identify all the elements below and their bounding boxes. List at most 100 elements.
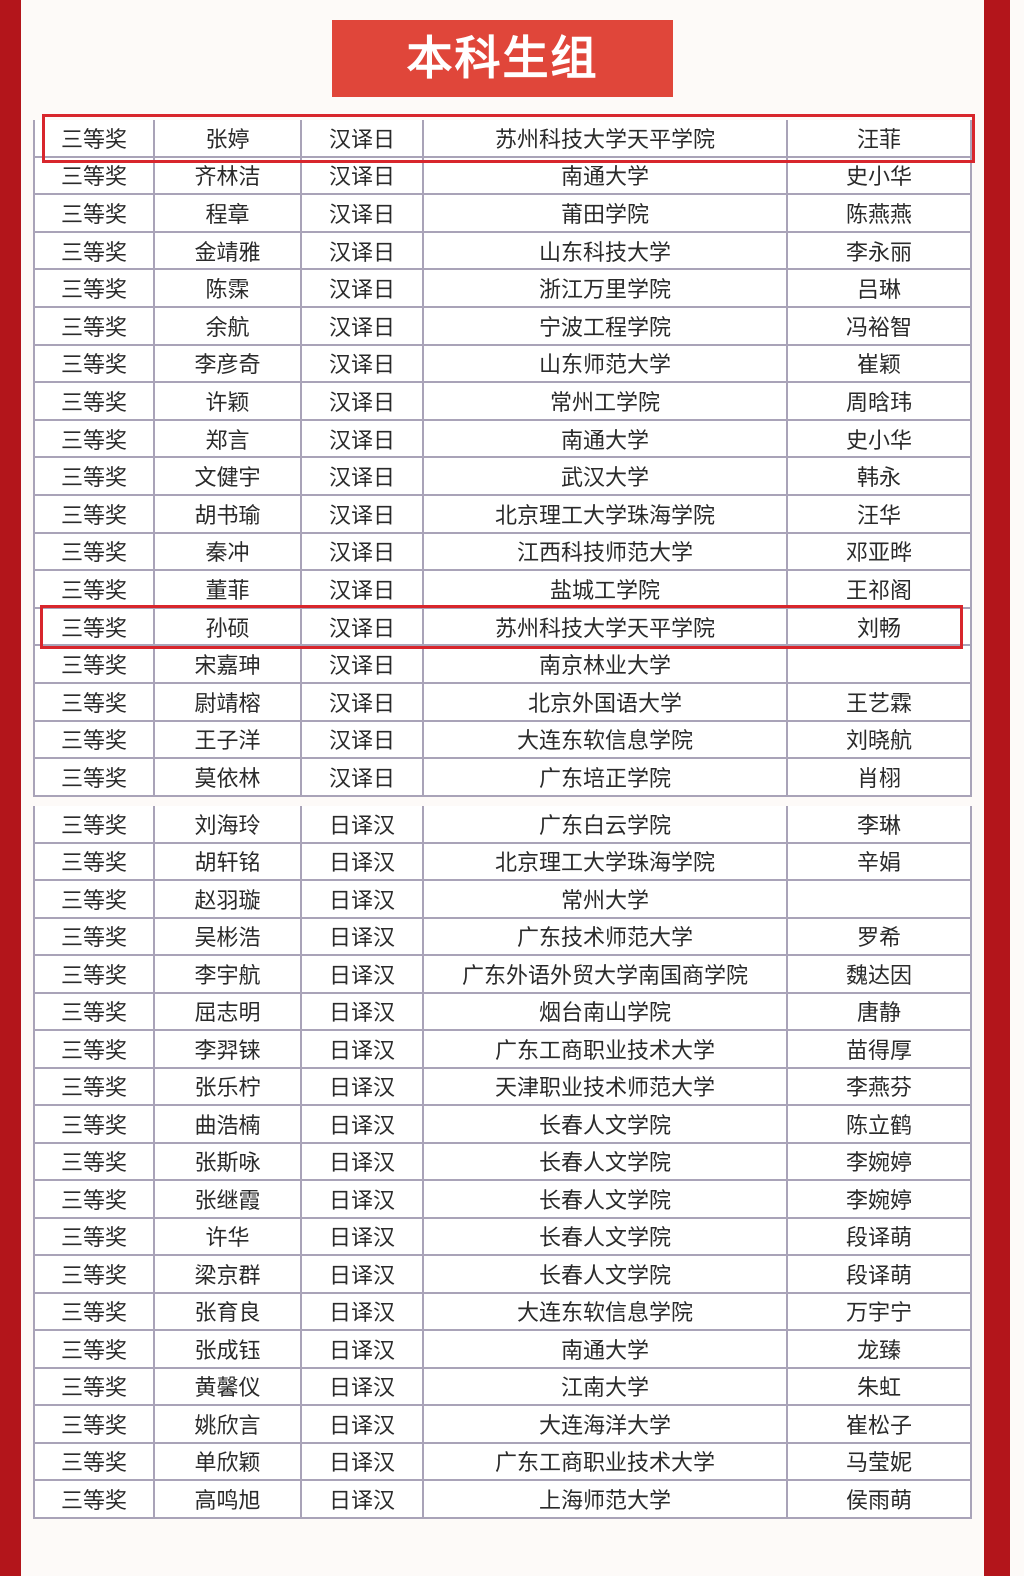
table-cell: 广东工商职业技术大学 (424, 1031, 788, 1067)
table-cell: 汉译日 (302, 157, 424, 194)
table-cell: 莆田学院 (424, 195, 788, 231)
table-cell: 南京林业大学 (424, 646, 788, 682)
table-cell: 黄馨仪 (155, 1368, 302, 1404)
table-cell: 日译汉 (302, 1293, 424, 1329)
table-cell: 山东师范大学 (424, 345, 788, 382)
table-cell: 李婉婷 (788, 1143, 972, 1179)
table-cell: 日译汉 (302, 993, 424, 1029)
table-cell: 汉译日 (302, 270, 424, 306)
table-row: 三等奖 郑言 汉译日 南通大学 史小华 (33, 420, 972, 459)
table-cell: 日译汉 (302, 1181, 424, 1217)
table-cell: 长春人文学院 (424, 1256, 788, 1292)
table-row: 三等奖 许华 日译汉 长春人文学院 段译萌 (33, 1218, 972, 1256)
table-cell: 冯裕智 (788, 308, 972, 344)
table-row: 三等奖 金靖雅 汉译日 山东科技大学 李永丽 (33, 232, 972, 271)
table-cell: 肖栩 (788, 759, 972, 795)
table-cell: 魏达因 (788, 956, 972, 992)
table-cell: 汉译日 (302, 646, 424, 682)
table-row: 三等奖 李羿铼 日译汉 广东工商职业技术大学 苗得厚 (33, 1031, 972, 1069)
table-cell: 南通大学 (424, 157, 788, 194)
table-cell: 金靖雅 (155, 232, 302, 269)
table-cell: 三等奖 (33, 308, 155, 344)
table-row: 三等奖 屈志明 日译汉 烟台南山学院 唐静 (33, 993, 972, 1031)
table-row: 三等奖 许颖 汉译日 常州工学院 周晗玮 (33, 383, 972, 421)
table-cell: 三等奖 (33, 684, 155, 720)
table-row: 三等奖 高鸣旭 日译汉 上海师范大学 侯雨萌 (33, 1481, 972, 1519)
table-cell: 汉译日 (302, 195, 424, 231)
table-cell: 日译汉 (302, 1256, 424, 1292)
table-cell: 汉译日 (302, 458, 424, 494)
table-cell: 山东科技大学 (424, 232, 788, 269)
table-cell: 三等奖 (33, 1106, 155, 1142)
table-cell: 汉译日 (302, 533, 424, 570)
table-cell: 史小华 (788, 157, 972, 194)
table-cell: 日译汉 (302, 1331, 424, 1367)
table-cell: 日译汉 (302, 1406, 424, 1442)
table-cell: 陈立鹤 (788, 1106, 972, 1142)
table-cell: 日译汉 (302, 1368, 424, 1404)
table-cell: 汉译日 (302, 684, 424, 720)
table-cell: 汉译日 (302, 571, 424, 607)
table-cell: 三等奖 (33, 956, 155, 992)
table-cell: 许华 (155, 1218, 302, 1254)
table-cell: 单欣颖 (155, 1443, 302, 1479)
table-cell: 北京理工大学珠海学院 (424, 843, 788, 879)
table-cell: 江西科技师范大学 (424, 533, 788, 570)
table-cell: 日译汉 (302, 918, 424, 954)
table-cell: 唐静 (788, 993, 972, 1029)
table-cell: 日译汉 (302, 1068, 424, 1104)
table-row: 三等奖 王子洋 汉译日 大连东软信息学院 刘晓航 (33, 721, 972, 760)
table-cell: 苏州科技大学天平学院 (424, 608, 788, 645)
table-cell: 三等奖 (33, 1293, 155, 1329)
table-cell: 三等奖 (33, 881, 155, 917)
table-cell: 朱虹 (788, 1368, 972, 1404)
table-cell: 郑言 (155, 420, 302, 457)
table-row: 三等奖 程章 汉译日 莆田学院 陈燕燕 (33, 195, 972, 233)
table-row: 三等奖 张婷 汉译日 苏州科技大学天平学院 汪菲 (33, 120, 972, 158)
table-cell: 日译汉 (302, 881, 424, 917)
table-cell: 王祁阁 (788, 571, 972, 607)
table-cell: 吴彬浩 (155, 918, 302, 954)
table-cell: 长春人文学院 (424, 1218, 788, 1254)
table-cell: 三等奖 (33, 1481, 155, 1517)
table-cell: 万宇宁 (788, 1293, 972, 1329)
table-cell: 北京外国语大学 (424, 684, 788, 720)
table-cell: 三等奖 (33, 1031, 155, 1067)
table-row: 三等奖 李宇航 日译汉 广东外语外贸大学南国商学院 魏达因 (33, 956, 972, 994)
table-top: 三等奖 张婷 汉译日 苏州科技大学天平学院 汪菲 三等奖 齐林洁 汉译日 南通大学 史小华 三等奖程… (33, 120, 972, 797)
table-cell: 汉译日 (302, 496, 424, 532)
table-cell: 张育良 (155, 1293, 302, 1329)
table-cell: 广东白云学院 (424, 806, 788, 842)
table-cell: 三等奖 (33, 383, 155, 419)
table-cell: 三等奖 (33, 420, 155, 457)
table-cell: 南通大学 (424, 1331, 788, 1367)
table-cell: 段译萌 (788, 1256, 972, 1292)
table-cell: 三等奖 (33, 120, 155, 156)
table-cell: 三等奖 (33, 345, 155, 382)
table-cell: 三等奖 (33, 1406, 155, 1442)
table-cell: 陈燕燕 (788, 195, 972, 231)
table-cell: 常州大学 (424, 881, 788, 917)
table-cell: 侯雨萌 (788, 1481, 972, 1517)
table-cell: 三等奖 (33, 759, 155, 795)
table-cell: 王艺霖 (788, 684, 972, 720)
table-cell: 三等奖 (33, 496, 155, 532)
table-cell: 三等奖 (33, 533, 155, 570)
table-cell: 长春人文学院 (424, 1106, 788, 1142)
table-cell: 三等奖 (33, 157, 155, 194)
table-cell: 三等奖 (33, 571, 155, 607)
table-cell: 三等奖 (33, 1218, 155, 1254)
table-cell: 汪华 (788, 496, 972, 532)
table-cell: 三等奖 (33, 1443, 155, 1479)
table-cell: 广东技术师范大学 (424, 918, 788, 954)
table-cell: 姚欣言 (155, 1406, 302, 1442)
table-cell: 张斯咏 (155, 1143, 302, 1179)
table-cell: 汉译日 (302, 420, 424, 457)
table-cell: 三等奖 (33, 195, 155, 231)
table-cell: 长春人文学院 (424, 1181, 788, 1217)
table-row: 三等奖 张继霞 日译汉 长春人文学院 李婉婷 (33, 1181, 972, 1219)
table-cell: 汉译日 (302, 721, 424, 758)
table-row: 三等奖 李彦奇 汉译日 山东师范大学 崔颖 (33, 345, 972, 384)
table-cell: 日译汉 (302, 1031, 424, 1067)
table-cell: 三等奖 (33, 232, 155, 269)
